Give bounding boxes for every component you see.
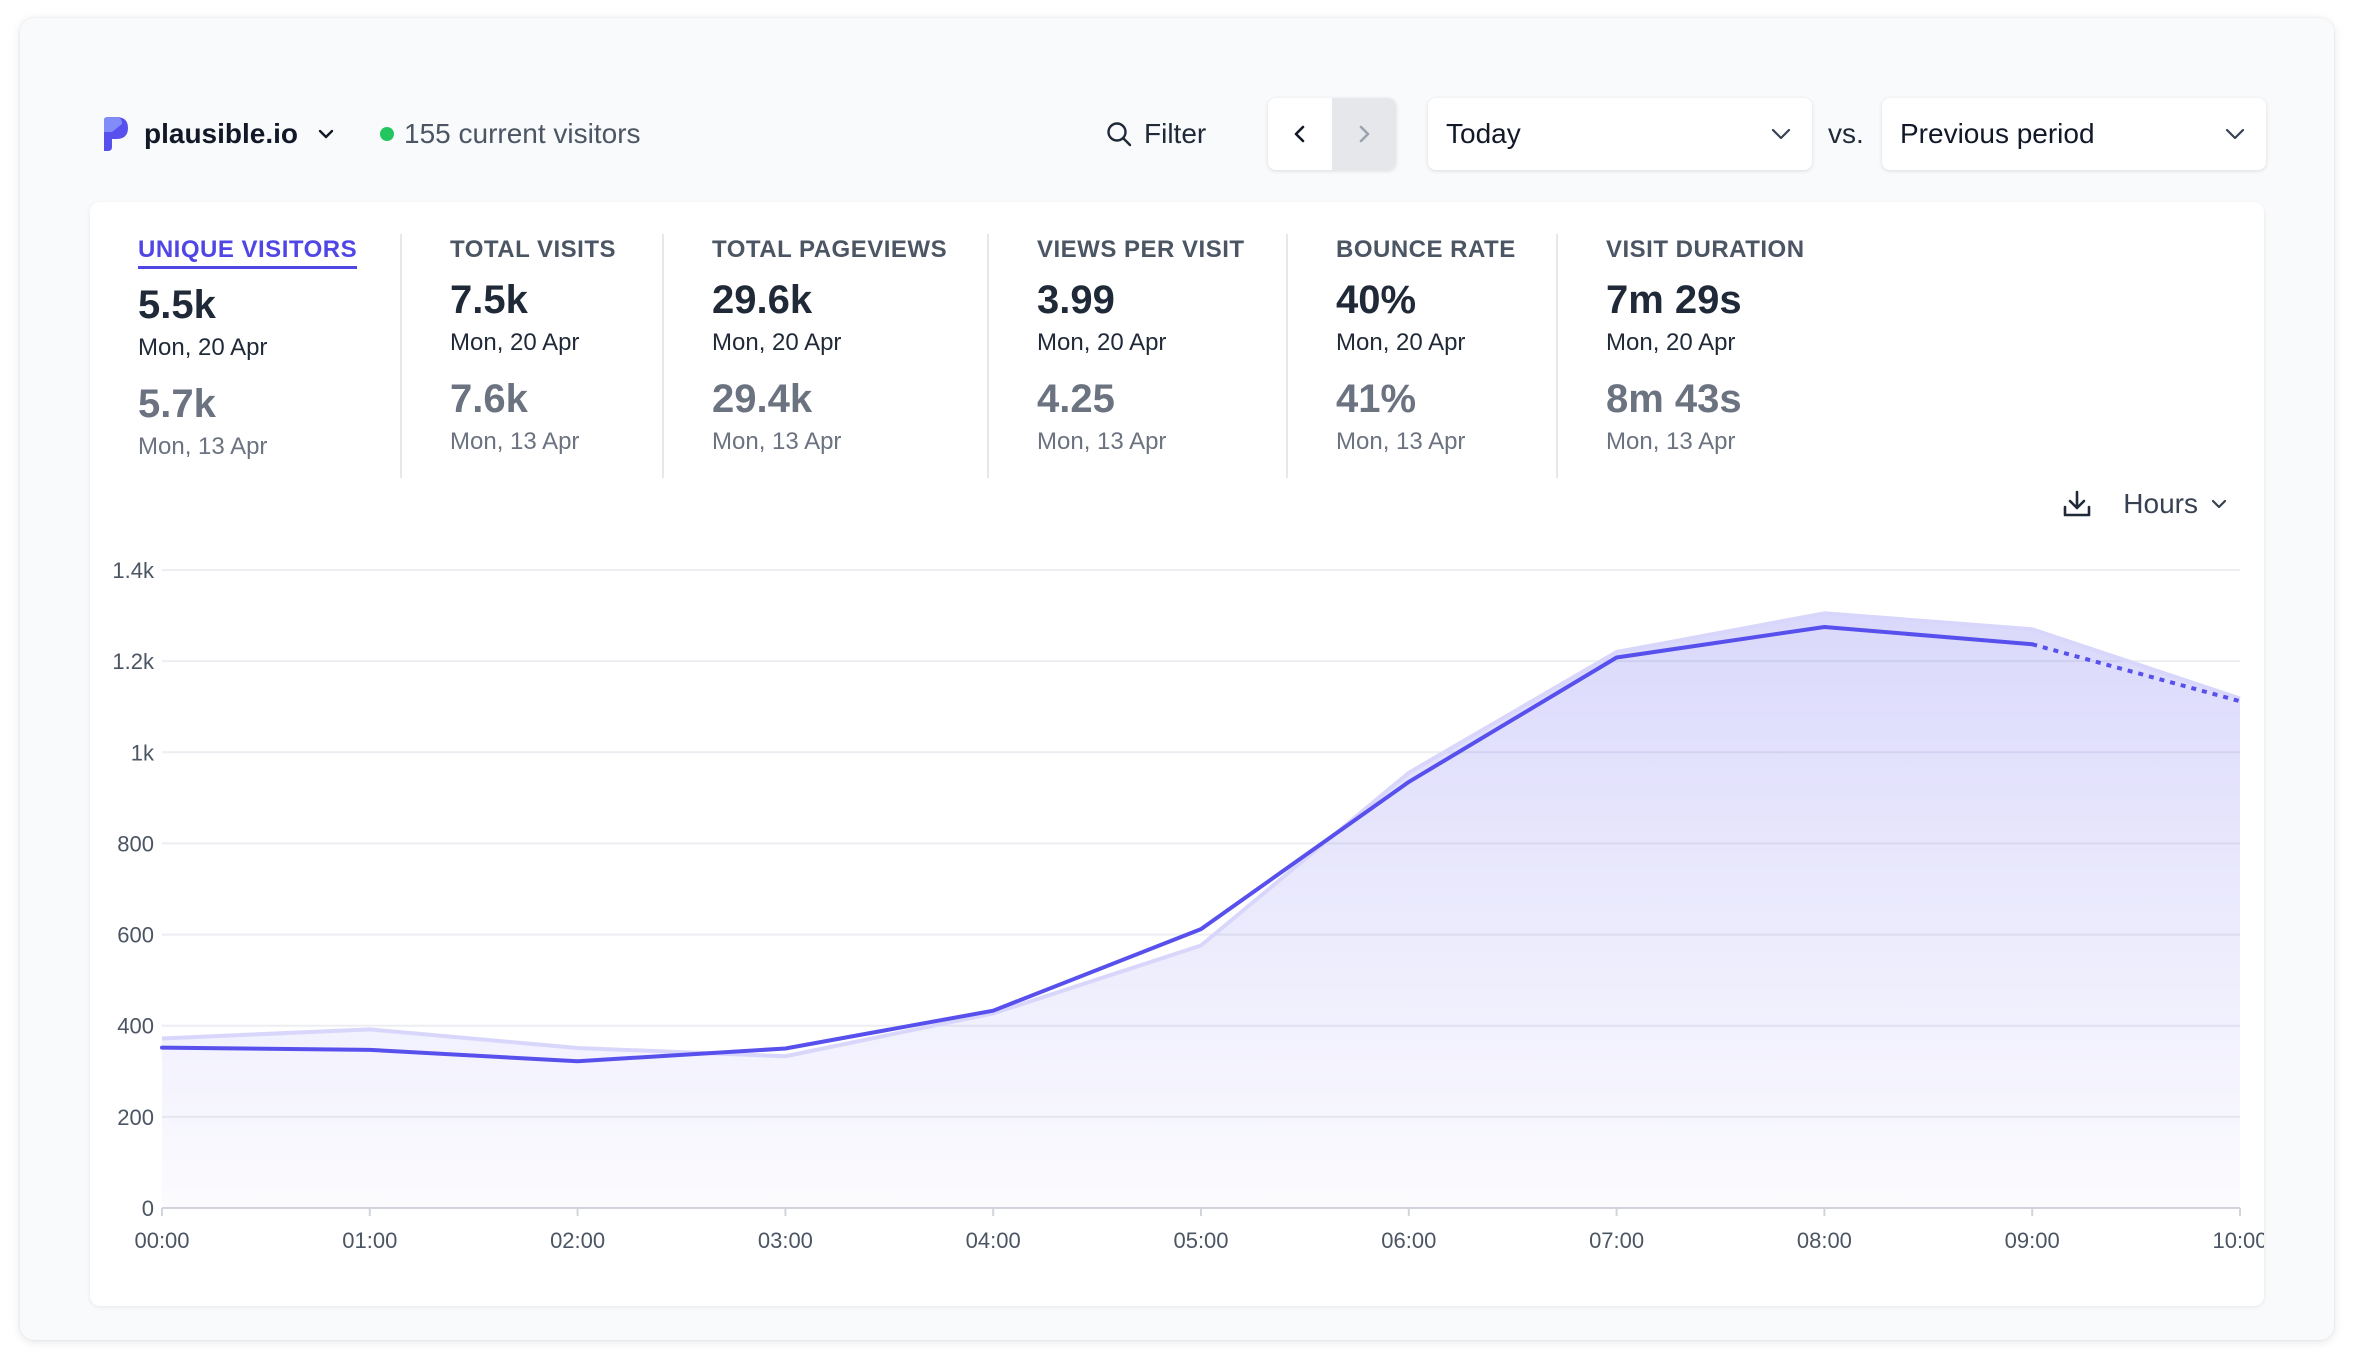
chevron-down-icon <box>318 129 334 139</box>
metric-value: 7m 29s <box>1606 278 1742 322</box>
metric-unique-visitors[interactable]: UNIQUE VISITORS 5.5k Mon, 20 Apr 5.7k Mo… <box>138 236 358 461</box>
y-tick-label: 1.4k <box>112 558 155 583</box>
current-visitors-text: 155 current visitors <box>404 118 641 149</box>
x-tick-label: 01:00 <box>342 1228 397 1253</box>
x-tick-label: 09:00 <box>2005 1228 2060 1253</box>
metric-date: Mon, 20 Apr <box>1037 329 1167 356</box>
y-tick-label: 400 <box>117 1014 154 1039</box>
chevron-left-icon <box>1294 125 1305 143</box>
metric-divider <box>662 234 664 478</box>
chevron-down-icon <box>1771 128 1791 140</box>
next-period-button[interactable] <box>1332 98 1396 170</box>
site-switcher[interactable]: plausible.io <box>100 114 336 154</box>
x-tick-label: 10:00 <box>2212 1228 2264 1253</box>
metric-total-pageviews[interactable]: TOTAL PAGEVIEWS 29.6k Mon, 20 Apr 29.4k … <box>712 236 947 456</box>
metric-label: BOUNCE RATE <box>1336 236 1516 263</box>
metric-label: TOTAL PAGEVIEWS <box>712 236 948 263</box>
metric-views-per-visit[interactable]: VIEWS PER VISIT 3.99 Mon, 20 Apr 4.25 Mo… <box>1037 236 1245 456</box>
comparison-series-line <box>161 611 2241 1059</box>
metric-divider <box>987 234 989 478</box>
metric-divider <box>1286 234 1288 478</box>
period-select[interactable]: Today <box>1428 98 1812 170</box>
metric-divider <box>1556 234 1558 478</box>
metric-previous-value: 7.6k <box>450 377 528 421</box>
chevron-right-icon <box>1359 125 1370 143</box>
interval-label: Hours <box>2123 488 2198 519</box>
x-tick-label: 06:00 <box>1381 1228 1436 1253</box>
metric-value: 7.5k <box>450 278 528 322</box>
y-tick-label: 1k <box>131 740 155 765</box>
main-graph-card: UNIQUE VISITORS 5.5k Mon, 20 Apr 5.7k Mo… <box>90 202 2264 1306</box>
period-select-value: Today <box>1446 118 1521 149</box>
x-tick-label: 07:00 <box>1589 1228 1644 1253</box>
metric-label: UNIQUE VISITORS <box>138 236 358 269</box>
chevron-down-icon <box>2225 128 2245 140</box>
metric-previous-date: Mon, 13 Apr <box>1037 428 1167 455</box>
metric-previous-date: Mon, 13 Apr <box>450 428 580 455</box>
y-tick-label: 600 <box>117 923 154 948</box>
metric-previous-value: 29.4k <box>712 377 813 421</box>
metric-value: 40% <box>1336 278 1417 322</box>
metric-value: 3.99 <box>1037 278 1115 322</box>
current-series-line <box>160 624 2035 1064</box>
metric-previous-value: 5.7k <box>138 382 216 426</box>
x-tick-label: 05:00 <box>1173 1228 1228 1253</box>
metric-previous-date: Mon, 13 Apr <box>712 428 842 455</box>
metric-previous-value: 8m 43s <box>1606 377 1742 421</box>
metric-value: 29.6k <box>712 278 813 322</box>
metric-date: Mon, 20 Apr <box>1336 329 1466 356</box>
metric-total-visits[interactable]: TOTAL VISITS 7.5k Mon, 20 Apr 7.6k Mon, … <box>450 236 616 456</box>
visitors-line-chart: 0 200 400 600 800 1k 1.2k 1.4k 00:00 01:00 02:00 03… <box>112 558 2264 1253</box>
vs-label: vs. <box>1828 118 1864 149</box>
current-visitors[interactable]: 155 current visitors <box>380 114 641 154</box>
filter-button[interactable]: Filter <box>1104 114 1206 154</box>
metric-bounce-rate[interactable]: BOUNCE RATE 40% Mon, 20 Apr 41% Mon, 13 … <box>1336 236 1516 456</box>
plausible-logo-icon <box>104 117 128 151</box>
y-tick-label: 1.2k <box>112 649 155 674</box>
metric-date: Mon, 20 Apr <box>1606 329 1736 356</box>
previous-period-button[interactable] <box>1268 98 1332 170</box>
download-icon[interactable] <box>2061 488 2093 520</box>
comparison-select[interactable]: Previous period <box>1882 98 2266 170</box>
metric-previous-date: Mon, 13 Apr <box>1606 428 1736 455</box>
filter-label: Filter <box>1144 118 1207 149</box>
metric-label: TOTAL VISITS <box>450 236 617 263</box>
site-name: plausible.io <box>144 118 299 149</box>
graph-tools: Hours <box>2061 484 2228 524</box>
metric-value: 5.5k <box>138 283 216 327</box>
metric-date: Mon, 20 Apr <box>450 329 580 356</box>
comparison-area <box>162 613 2240 1208</box>
y-tick-label: 800 <box>117 831 154 856</box>
search-icon <box>1107 122 1132 147</box>
x-tick-label: 02:00 <box>550 1228 605 1253</box>
current-series-partial-line <box>2031 642 2241 704</box>
metric-date: Mon, 20 Apr <box>138 334 268 361</box>
metric-visit-duration[interactable]: VISIT DURATION 7m 29s Mon, 20 Apr 8m 43s… <box>1606 236 1805 456</box>
x-tick-label: 04:00 <box>966 1228 1021 1253</box>
metric-date: Mon, 20 Apr <box>712 329 842 356</box>
live-dot-icon <box>380 127 394 141</box>
y-tick-label: 0 <box>142 1196 154 1221</box>
x-tick-label: 00:00 <box>134 1228 189 1253</box>
metric-label: VIEWS PER VISIT <box>1037 236 1245 263</box>
metric-previous-value: 4.25 <box>1037 377 1115 421</box>
interval-picker[interactable]: Hours <box>2123 488 2228 520</box>
y-tick-label: 200 <box>117 1105 154 1130</box>
x-tick-label: 08:00 <box>1797 1228 1852 1253</box>
metric-label: VISIT DURATION <box>1606 236 1805 263</box>
metric-previous-date: Mon, 13 Apr <box>1336 428 1466 455</box>
metric-previous-date: Mon, 13 Apr <box>138 433 268 460</box>
comparison-select-value: Previous period <box>1900 118 2095 149</box>
period-navigation <box>1268 98 1396 170</box>
metric-previous-value: 41% <box>1336 377 1417 421</box>
chevron-down-icon <box>2211 499 2227 509</box>
x-tick-label: 03:00 <box>758 1228 813 1253</box>
metric-divider <box>400 234 402 478</box>
